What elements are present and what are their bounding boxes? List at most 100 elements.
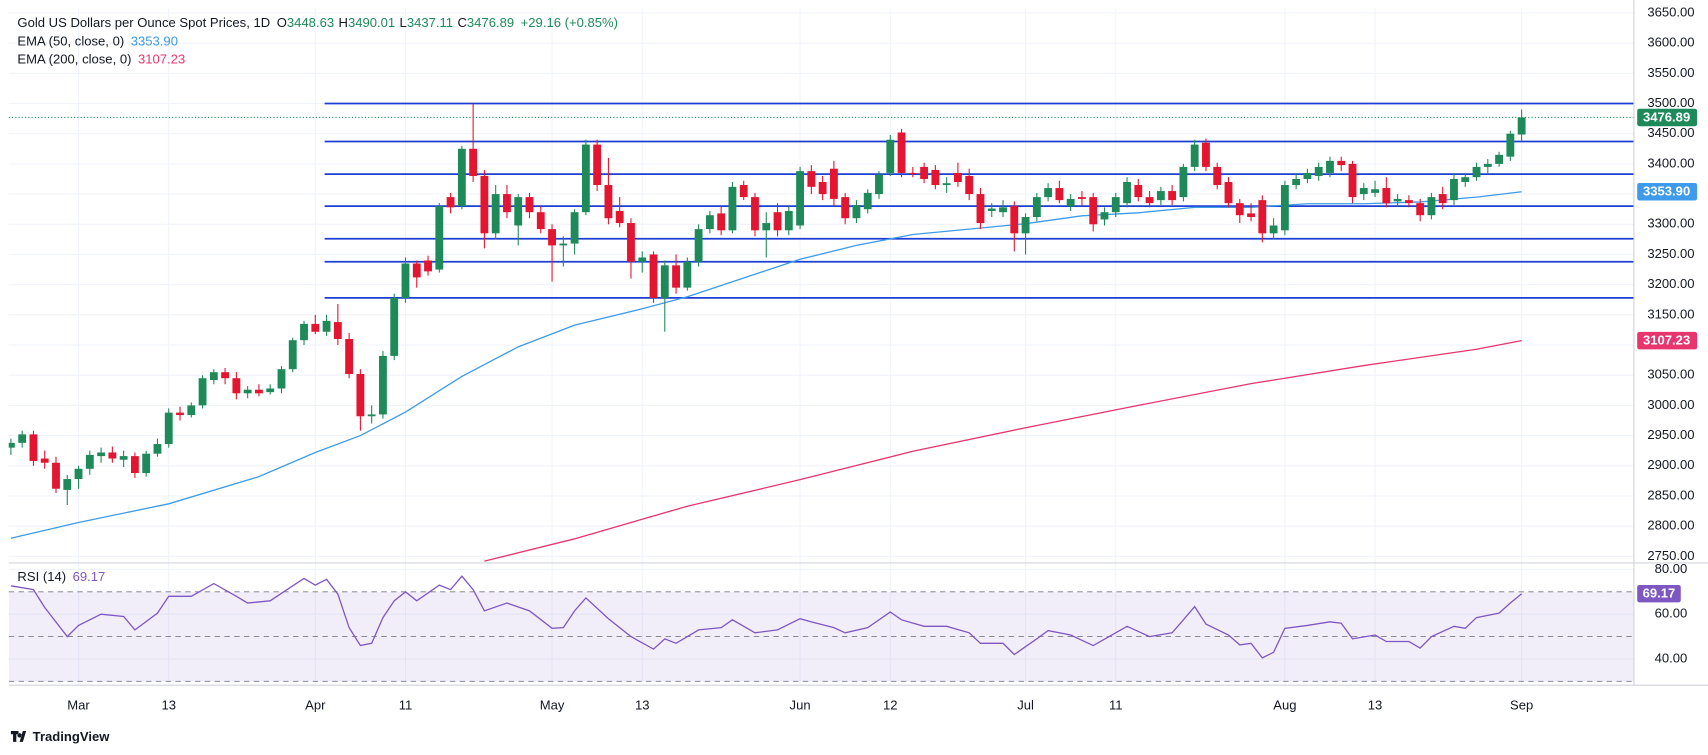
y-tick-label: 3000.00 xyxy=(1647,397,1694,412)
candle-body xyxy=(198,378,207,406)
candle-body xyxy=(1224,182,1233,204)
candle-body xyxy=(1337,160,1346,166)
ema-value: 3353.90 xyxy=(131,34,178,49)
candle-body xyxy=(728,186,737,231)
y-tick-label: 3200.00 xyxy=(1647,276,1694,291)
y-tick-label: 3450.00 xyxy=(1647,125,1694,140)
candle-body xyxy=(288,340,297,370)
x-tick-label: May xyxy=(540,697,565,712)
candle-body xyxy=(807,171,816,187)
candle-body xyxy=(480,175,489,234)
ohlc-value: 3448.63 xyxy=(287,15,334,30)
candle-body xyxy=(1055,188,1064,201)
price-label-box xyxy=(1637,182,1698,201)
ohlc-letter: O xyxy=(277,15,287,30)
legend-line: Gold US Dollars per Ounce Spot Prices, 1… xyxy=(17,15,618,30)
candle-body xyxy=(829,168,838,199)
candle-body xyxy=(63,479,72,490)
candle-body xyxy=(1145,197,1154,204)
candle-body xyxy=(604,185,613,219)
legend-line: EMA (200, close, 0) 3107.23 xyxy=(17,52,185,67)
candle-body xyxy=(1032,197,1041,218)
legend: Gold US Dollars per Ounce Spot Prices, 1… xyxy=(17,15,618,584)
rsi-line xyxy=(10,575,1523,659)
candle-body xyxy=(85,454,94,469)
candle-body xyxy=(412,263,421,278)
candle-body xyxy=(920,166,929,179)
candle-body xyxy=(536,212,545,230)
y-tick-label: 2750.00 xyxy=(1647,548,1694,563)
y-tick-label: 3300.00 xyxy=(1647,216,1694,231)
candle-body xyxy=(1190,144,1199,167)
candle-body xyxy=(739,185,748,198)
candle-body xyxy=(255,389,263,394)
candle-body xyxy=(987,208,996,211)
candle-body xyxy=(581,144,590,213)
candle-body xyxy=(300,323,308,341)
rsi-label-box xyxy=(1637,584,1681,603)
candle-body xyxy=(469,148,478,176)
legend-line: RSI (14) 69.17 xyxy=(17,570,105,585)
x-tick-label: 12 xyxy=(883,697,898,712)
candle-body xyxy=(1416,203,1425,216)
candle-body xyxy=(1202,142,1210,167)
candle-body xyxy=(1461,177,1470,183)
price-label-box xyxy=(1637,108,1698,127)
candle-body xyxy=(277,369,286,389)
candle-body xyxy=(1078,197,1086,199)
candle-body xyxy=(311,323,320,332)
candle-body xyxy=(1156,191,1165,201)
candle-body xyxy=(953,172,962,183)
candle-body xyxy=(548,229,556,246)
candle-body xyxy=(1280,185,1289,231)
ohlc-letter: C xyxy=(457,15,466,30)
y-tick-label: 2800.00 xyxy=(1647,518,1694,533)
ema-name: EMA (50, close, 0) xyxy=(17,34,124,49)
y-tick-label: 2900.00 xyxy=(1647,457,1694,472)
candle-body xyxy=(187,405,196,416)
candle-body xyxy=(164,412,173,445)
candle-body xyxy=(942,183,951,186)
rsi-name: RSI (14) xyxy=(17,570,66,585)
candle-body xyxy=(514,197,523,226)
candle-body xyxy=(367,414,376,417)
candle-body xyxy=(176,412,184,416)
candle-body xyxy=(1506,133,1515,157)
candle-body xyxy=(401,263,410,298)
candle-body xyxy=(266,388,275,393)
candle-body xyxy=(130,456,139,474)
ema-value: 3107.23 xyxy=(138,52,185,67)
candle-body xyxy=(875,174,883,195)
candle-body xyxy=(1314,166,1323,176)
y-tick-label: 3250.00 xyxy=(1647,246,1694,261)
candle-body xyxy=(559,243,568,246)
candle-body xyxy=(615,210,624,224)
candle-body xyxy=(1247,213,1255,218)
candle-body xyxy=(717,213,726,231)
candle-body xyxy=(446,197,455,208)
candle-body xyxy=(897,132,906,173)
price-label: 3107.23 xyxy=(1643,333,1690,348)
candle-body xyxy=(649,254,658,298)
candle-body xyxy=(424,260,432,272)
candle-body xyxy=(672,265,680,288)
chart-title: Gold US Dollars per Ounce Spot Prices, 1… xyxy=(17,15,270,30)
candle-body xyxy=(333,322,342,339)
candle-body xyxy=(1483,163,1492,167)
legend-line: EMA (50, close, 0) 3353.90 xyxy=(17,34,178,49)
candle-body xyxy=(1472,166,1481,178)
candle-body xyxy=(1123,182,1131,204)
candle-body xyxy=(1021,217,1030,234)
candle-body xyxy=(379,355,387,415)
price-label-box xyxy=(1637,331,1698,350)
candle-body xyxy=(322,320,331,332)
candle-body xyxy=(119,456,128,460)
logo-icon xyxy=(10,730,27,742)
candle-body xyxy=(1326,160,1334,173)
candle-body xyxy=(491,194,500,234)
price-label: 3476.89 xyxy=(1643,109,1690,124)
rsi-label: 69.17 xyxy=(1643,586,1676,601)
rsi-tick-label: 60.00 xyxy=(1655,606,1688,621)
candle-body xyxy=(1089,197,1098,225)
